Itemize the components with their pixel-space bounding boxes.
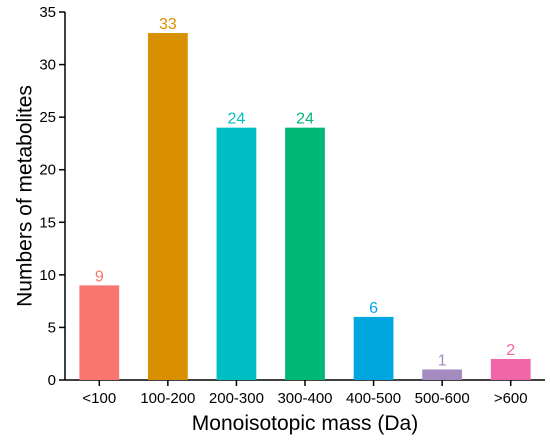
x-tick-label: >600 <box>494 390 528 407</box>
x-tick-label: 500-600 <box>415 390 470 407</box>
bar <box>147 33 188 381</box>
y-tick-label: 5 <box>48 319 56 336</box>
x-tick-label: 200-300 <box>209 390 264 407</box>
bar <box>285 127 325 381</box>
bar <box>353 316 394 380</box>
bar-value-label: 9 <box>95 268 104 285</box>
y-tick-label: 35 <box>39 4 56 21</box>
y-tick-label: 25 <box>39 109 56 126</box>
y-ticks: 0 5 10 15 20 25 30 35 <box>39 4 65 389</box>
y-tick-label: 15 <box>39 214 56 231</box>
bars <box>79 33 531 381</box>
y-tick-label: 30 <box>39 57 56 74</box>
x-tick-label: 100-200 <box>140 390 195 407</box>
y-tick-label: 10 <box>39 267 56 284</box>
bar <box>422 369 463 380</box>
x-tick-label: <100 <box>82 390 116 407</box>
x-ticks: <100 100-200 200-300 300-400 400-500 500-600 >… <box>82 380 528 407</box>
bar <box>490 358 531 380</box>
bar-value-label: 24 <box>228 111 246 128</box>
data-labels: 9 33 24 24 6 1 2 <box>95 16 515 369</box>
bar <box>79 285 120 380</box>
bar-value-label: 24 <box>296 111 314 128</box>
bar <box>216 127 257 381</box>
x-tick-label: 300-400 <box>277 390 332 407</box>
bar-value-label: 33 <box>159 16 177 33</box>
x-tick-label: 400-500 <box>346 390 401 407</box>
bar-value-label: 2 <box>506 342 515 359</box>
x-axis-title: Monoisotopic mass (Da) <box>192 412 418 435</box>
bar-value-label: 6 <box>369 300 378 317</box>
y-tick-label: 20 <box>39 162 56 179</box>
y-axis-title: Numbers of metabolites <box>13 85 36 307</box>
bar-value-label: 1 <box>438 352 447 369</box>
y-tick-label: 0 <box>48 372 56 389</box>
